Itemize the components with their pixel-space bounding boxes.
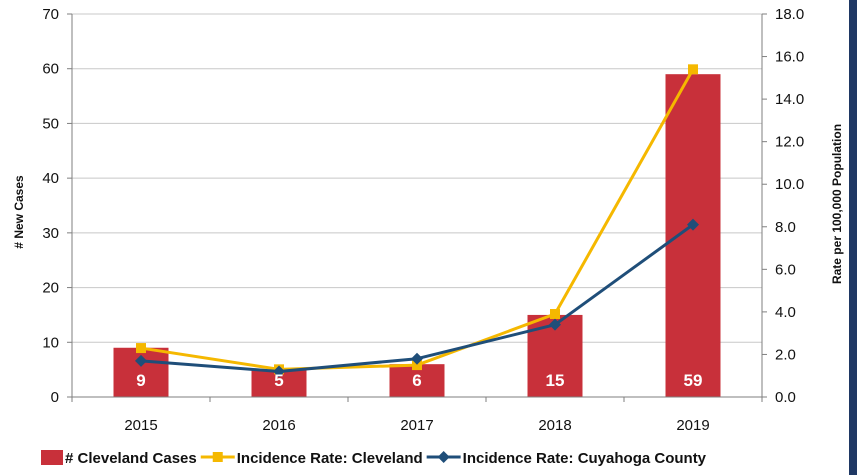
y-tick-label: 30 (42, 225, 59, 242)
y2-axis-title: Rate per 100,000 Population (830, 124, 844, 284)
line-point (687, 218, 699, 231)
line-point (273, 365, 285, 378)
legend-swatch-marker (437, 451, 450, 463)
y2-tick-label: 0.0 (775, 389, 796, 406)
y-tick-label: 20 (42, 280, 59, 297)
legend-label: Incidence Rate: Cleveland (237, 450, 423, 467)
y-tick-label: 50 (42, 115, 59, 132)
bar-series (113, 74, 721, 397)
y-tick-label: 70 (42, 6, 59, 23)
gridlines (72, 13, 762, 343)
y2-tick-label: 12.0 (775, 134, 804, 151)
y-axis-title: # New Cases (12, 175, 26, 249)
line-series (135, 64, 699, 378)
line-point (549, 318, 561, 331)
series-line (140, 223, 694, 373)
data-labels: 9 5 6 15 59 (136, 371, 702, 390)
x-tick-label: 2019 (676, 417, 709, 434)
line-point (688, 64, 698, 75)
y-tick-label: 60 (42, 61, 59, 78)
x-tick-label: 2015 (124, 417, 157, 434)
y-tick-label: 40 (42, 170, 59, 187)
bar-data-label: 59 (684, 371, 703, 390)
y2-tick-label: 18.0 (775, 6, 804, 23)
frame-edge (849, 0, 857, 475)
bar-data-label: 6 (412, 371, 421, 390)
y2-tick-label: 6.0 (775, 261, 796, 278)
axes: 0 10 20 30 40 50 60 70 0.0 2.0 4.0 6.0 8.0 10.0 12.0 14… (42, 6, 804, 434)
legend-swatch-bar (41, 450, 63, 465)
y-tick-label: 10 (42, 334, 59, 351)
legend-swatch-marker (212, 452, 223, 462)
y2-tick-label: 16.0 (775, 49, 804, 66)
line-point (412, 360, 422, 371)
legend: # Cleveland Cases Incidence Rate: Clevela… (41, 450, 707, 467)
y2-tick-label: 10.0 (775, 176, 804, 193)
legend-label: Incidence Rate: Cuyahoga County (463, 450, 707, 467)
x-tick-label: 2018 (538, 417, 571, 434)
series-line (140, 68, 695, 371)
y-tick-label: 0 (51, 389, 59, 406)
y2-tick-label: 14.0 (775, 91, 804, 108)
x-tick-label: 2016 (262, 417, 295, 434)
y2-tick-label: 4.0 (775, 304, 796, 321)
bar (665, 74, 721, 397)
line-point (411, 352, 423, 365)
x-tick-label: 2017 (400, 417, 433, 434)
legend-label: # Cleveland Cases (65, 450, 197, 467)
line-point (136, 343, 146, 354)
bar-data-label: 5 (274, 371, 283, 390)
line-point (135, 354, 147, 367)
bar-data-label: 9 (136, 371, 145, 390)
y2-tick-label: 2.0 (775, 346, 796, 363)
bar-data-label: 15 (546, 371, 565, 390)
y2-tick-label: 8.0 (775, 219, 796, 236)
line-point (550, 309, 560, 320)
